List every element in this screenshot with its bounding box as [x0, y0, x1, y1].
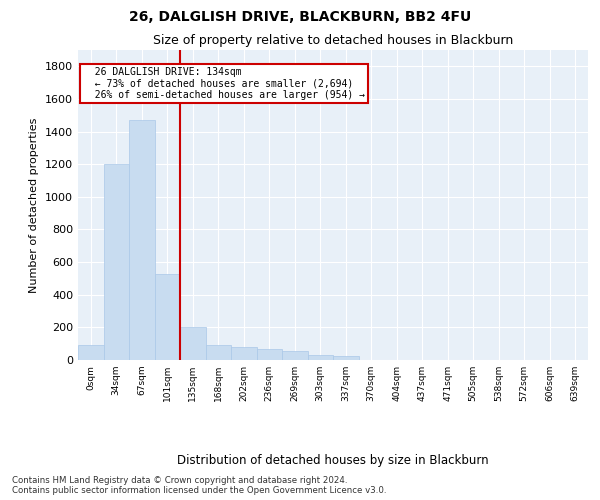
Bar: [282, 351, 308, 360]
Bar: [129, 120, 155, 360]
Bar: [308, 355, 333, 360]
Bar: [231, 347, 257, 360]
Bar: [180, 328, 205, 360]
Text: 26 DALGLISH DRIVE: 134sqm
  ← 73% of detached houses are smaller (2,694)
  26% o: 26 DALGLISH DRIVE: 134sqm ← 73% of detac…: [83, 67, 365, 100]
Text: Contains HM Land Registry data © Crown copyright and database right 2024.
Contai: Contains HM Land Registry data © Crown c…: [12, 476, 386, 495]
Bar: [333, 356, 359, 360]
Title: Size of property relative to detached houses in Blackburn: Size of property relative to detached ho…: [153, 34, 513, 48]
Bar: [104, 164, 129, 360]
Bar: [155, 274, 180, 360]
Text: 26, DALGLISH DRIVE, BLACKBURN, BB2 4FU: 26, DALGLISH DRIVE, BLACKBURN, BB2 4FU: [129, 10, 471, 24]
Bar: [205, 344, 231, 360]
Y-axis label: Number of detached properties: Number of detached properties: [29, 118, 40, 292]
X-axis label: Distribution of detached houses by size in Blackburn: Distribution of detached houses by size …: [177, 454, 489, 467]
Bar: [257, 350, 282, 360]
Bar: [78, 346, 104, 360]
